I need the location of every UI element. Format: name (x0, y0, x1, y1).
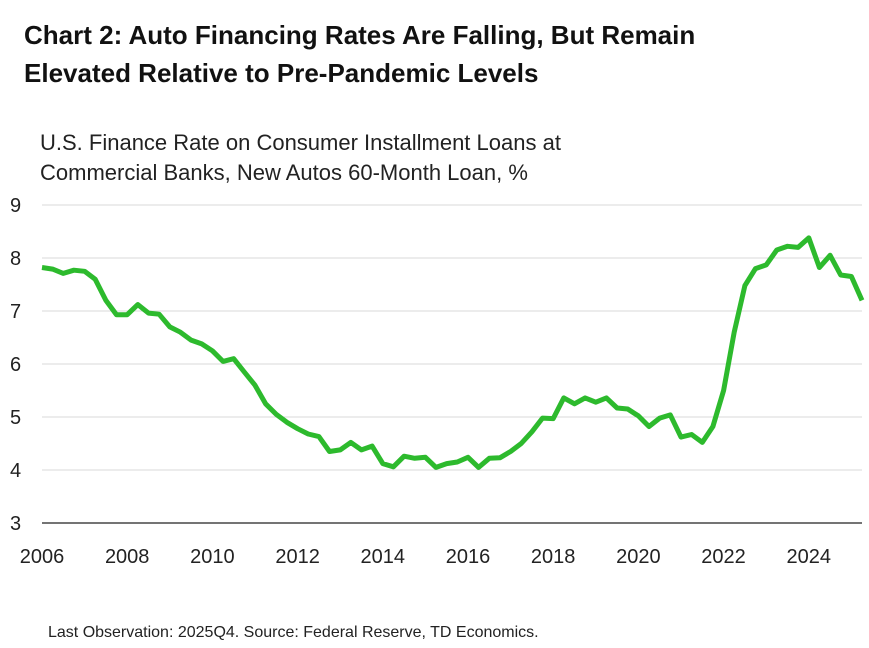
chart-title-line-1: Chart 2: Auto Financing Rates Are Fallin… (24, 20, 696, 50)
y-tick-label: 9 (10, 195, 21, 217)
line-chart: 3 4 5 6 7 8 9 2006 2008 2010 2012 2014 2016 2018 2020… (10, 195, 865, 568)
y-axis-label: U.S. Finance Rate on Consumer Installmen… (40, 128, 740, 188)
y-tick-labels: 3 4 5 6 7 8 9 (10, 195, 21, 535)
x-tick-label: 2014 (361, 546, 406, 568)
chart-title: Chart 2: Auto Financing Rates Are Fallin… (24, 16, 854, 92)
x-tick-label: 2024 (787, 546, 832, 568)
source-footnote: Last Observation: 2025Q4. Source: Federa… (48, 624, 539, 641)
grid-lines (42, 204, 862, 524)
series-line-0 (41, 235, 865, 470)
y-tick-label: 4 (10, 460, 21, 482)
y-tick-label: 7 (10, 301, 21, 323)
y-tick-label: 5 (10, 407, 21, 429)
y-tick-label: 8 (10, 248, 21, 270)
chart-title-line-2: Elevated Relative to Pre-Pandemic Levels (24, 58, 539, 88)
x-tick-label: 2020 (616, 546, 661, 568)
x-tick-label: 2022 (701, 546, 746, 568)
x-tick-label: 2018 (531, 546, 576, 568)
x-tick-label: 2012 (275, 546, 320, 568)
y-axis-label-line-1: U.S. Finance Rate on Consumer Installmen… (40, 130, 561, 155)
x-tick-label: 2008 (105, 546, 150, 568)
y-axis-label-line-2: Commercial Banks, New Autos 60-Month Loa… (40, 160, 528, 185)
series-group (41, 235, 865, 470)
x-tick-label: 2010 (190, 546, 235, 568)
x-tick-label: 2006 (20, 546, 65, 568)
y-tick-label: 6 (10, 354, 21, 376)
x-tick-label: 2016 (446, 546, 491, 568)
x-tick-labels: 2006 2008 2010 2012 2014 2016 2018 2020 2022 2024 (20, 546, 831, 568)
y-tick-label: 3 (10, 513, 21, 535)
